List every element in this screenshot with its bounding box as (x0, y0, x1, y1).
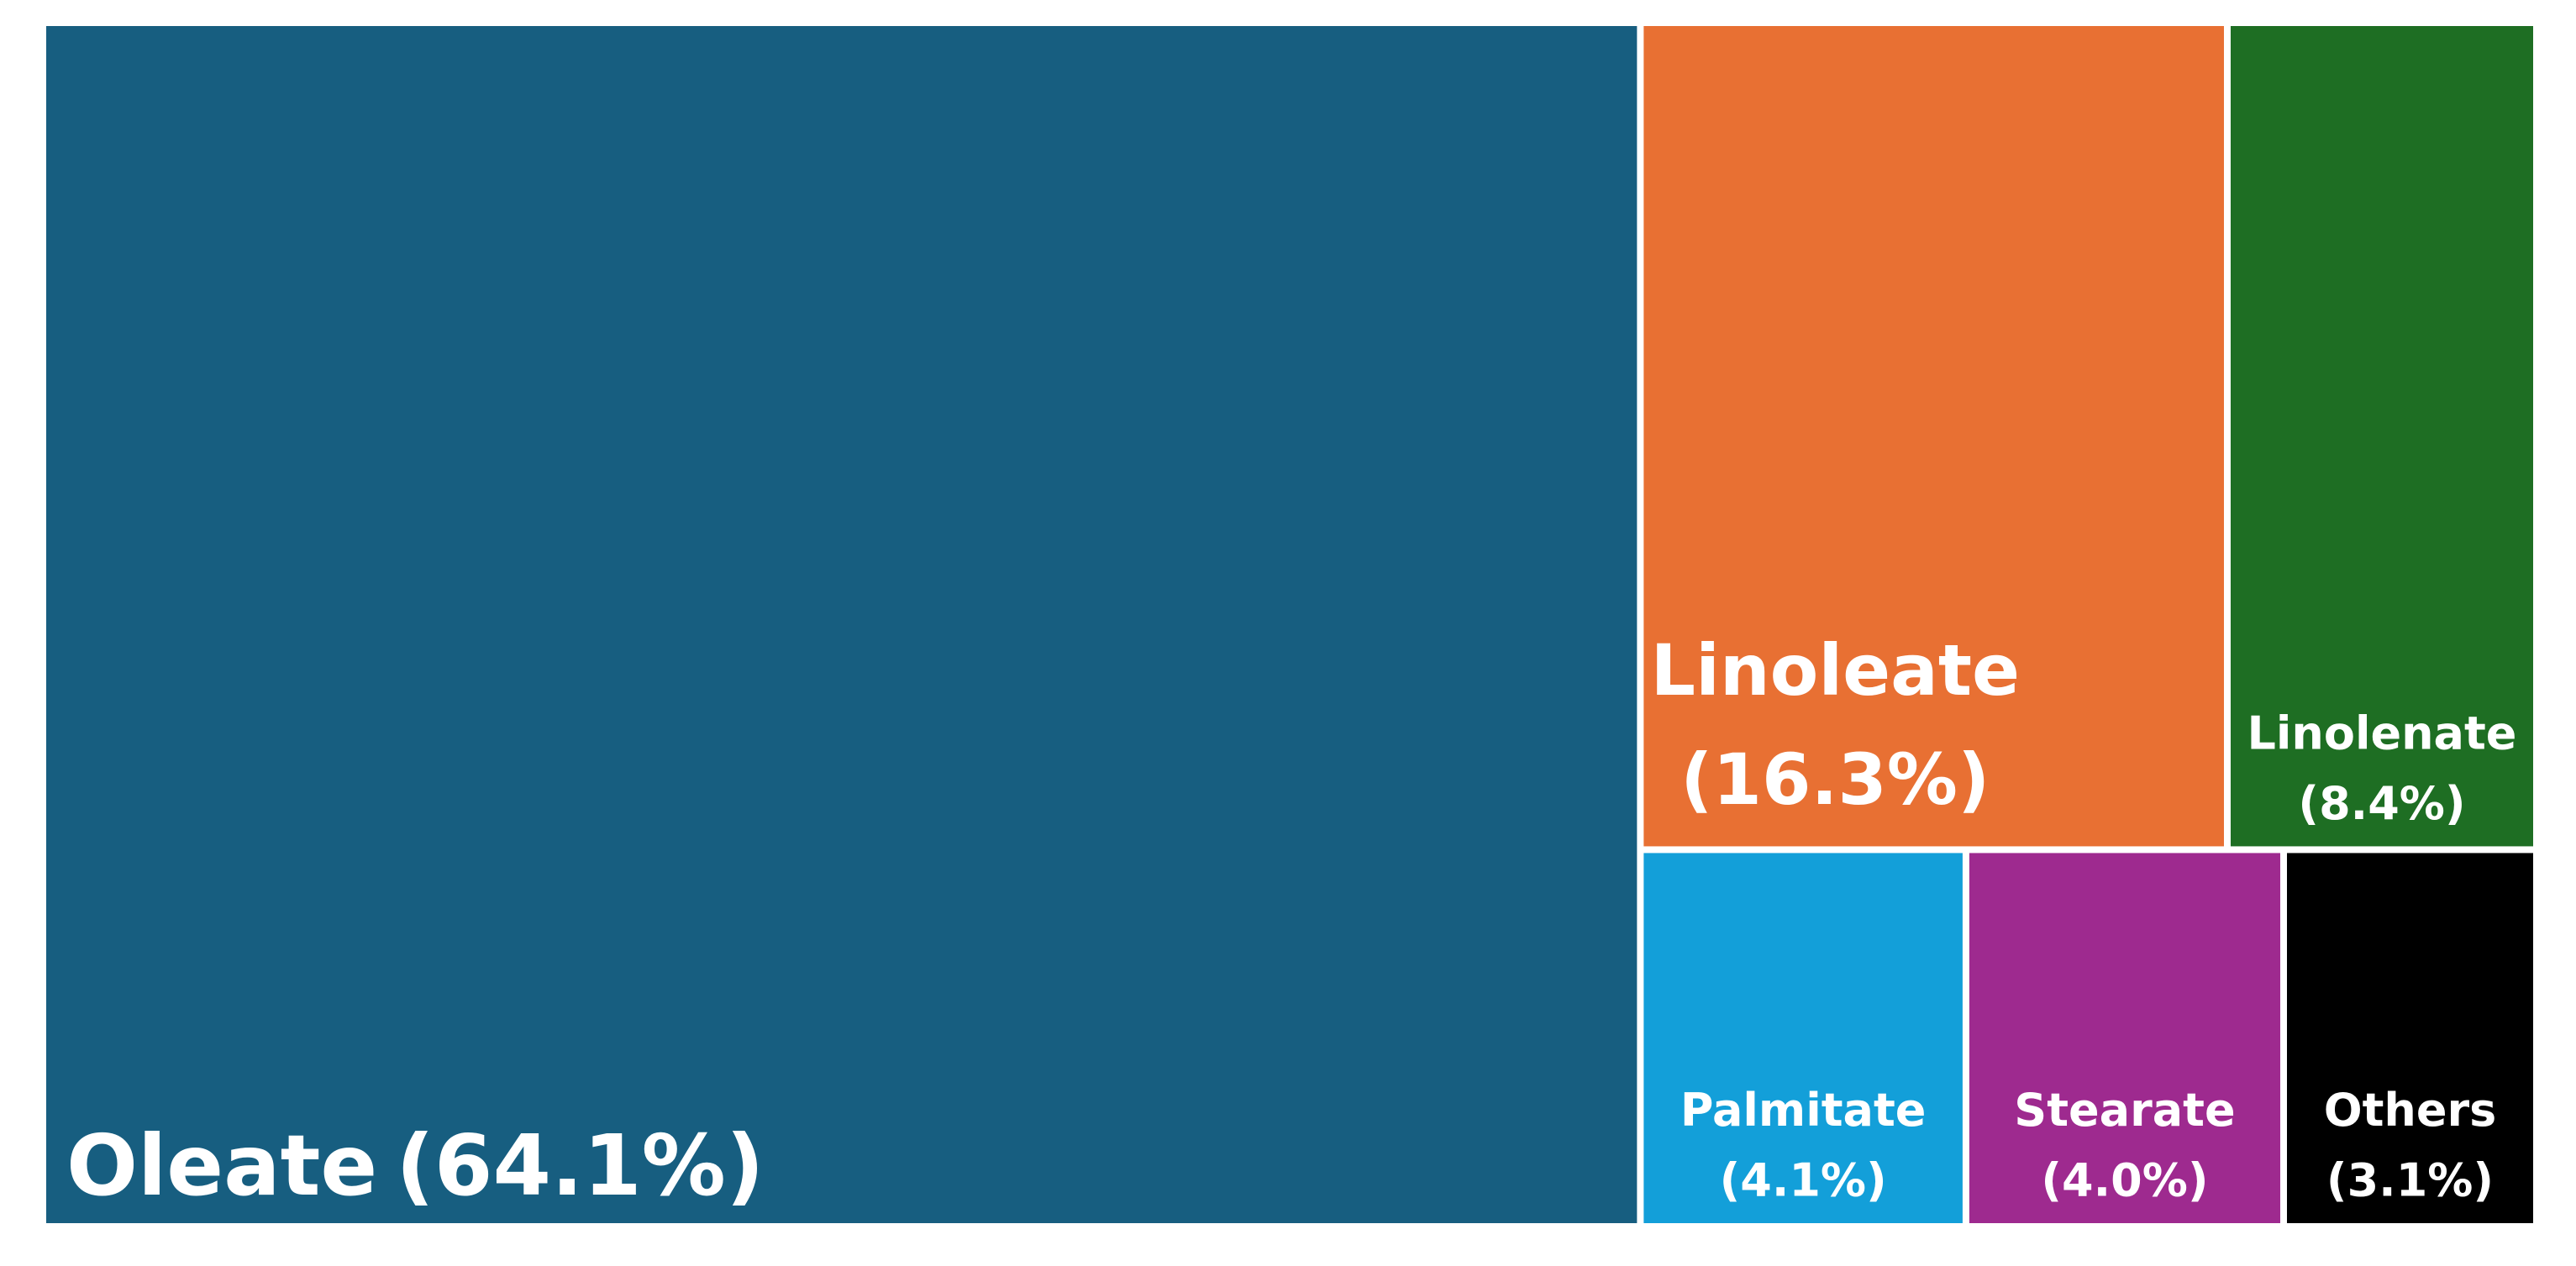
value-label: (8.4%) (2298, 777, 2465, 830)
tile-label: Oleate (64.1%) (66, 1116, 765, 1215)
value-label: (4.0%) (2041, 1154, 2208, 1207)
value-label: (64.1%) (396, 1116, 764, 1215)
treemap-tile (2286, 853, 2533, 1223)
treemap-tile (1969, 853, 2280, 1223)
treemap-tile (46, 26, 1638, 1223)
category-label: Stearate (2014, 1084, 2235, 1137)
category-label: Palmitate (1680, 1084, 1927, 1137)
category-label: Linolenate (2247, 707, 2517, 759)
value-label: (16.3%) (1680, 738, 1990, 821)
treemap-tile (2230, 26, 2533, 847)
value-label: (4.1%) (1720, 1154, 1887, 1207)
value-label: (3.1%) (2326, 1154, 2494, 1207)
treemap-tile (1643, 853, 1963, 1223)
category-label: Others (2324, 1084, 2497, 1137)
treemap-tile (1643, 26, 2224, 847)
category-label: Linoleate (1651, 629, 2020, 712)
category-label: Oleate (66, 1116, 377, 1215)
